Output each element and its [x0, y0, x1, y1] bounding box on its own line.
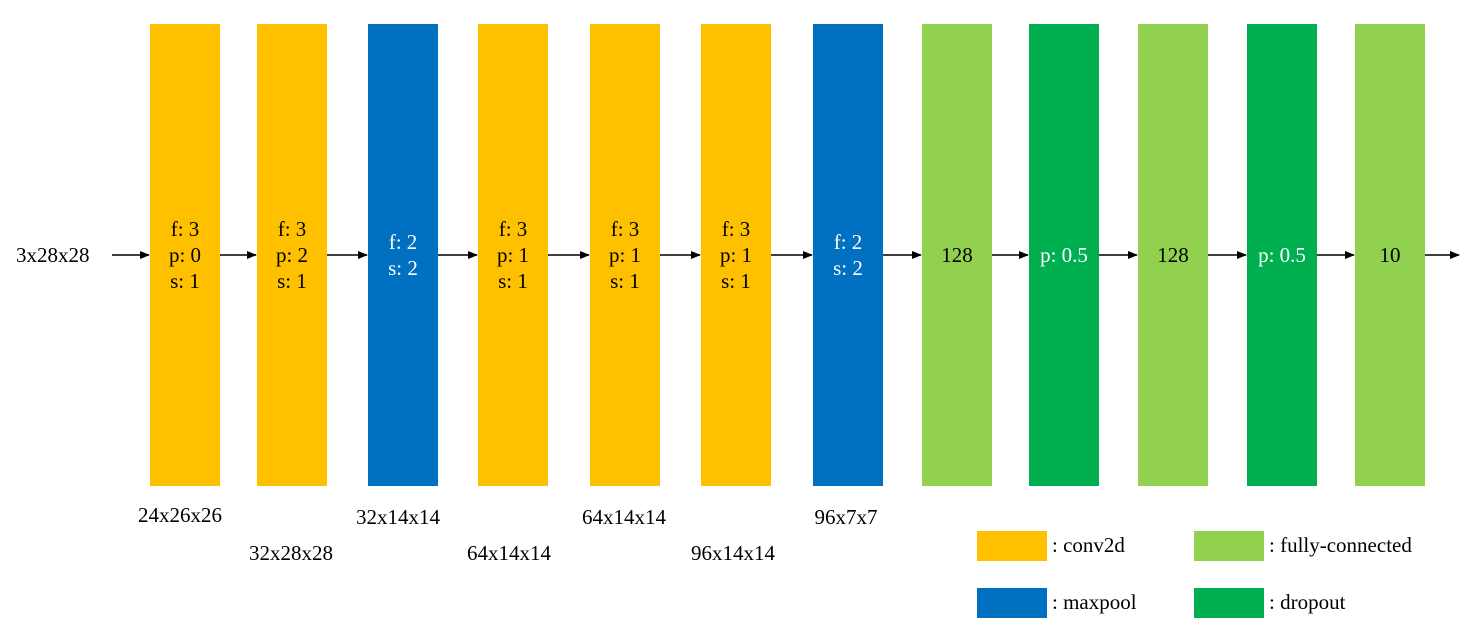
layer-fc-12: 10 [1355, 24, 1425, 486]
output-shape-label: 96x7x7 [814, 505, 878, 529]
layer-param: s: 1 [170, 269, 200, 293]
layer-param: s: 1 [610, 269, 640, 293]
legend-swatch-fc [1194, 531, 1264, 561]
layer-param: p: 1 [496, 243, 530, 267]
layer-param: s: 1 [277, 269, 307, 293]
input-shape-label: 3x28x28 [16, 243, 90, 267]
layer-param: 10 [1379, 243, 1401, 267]
layer-conv2d-6: f: 3 p: 1 s: 1 [701, 24, 771, 486]
layer-param: s: 1 [498, 269, 528, 293]
layer-param: f: 3 [721, 217, 751, 241]
layer-param: 128 [941, 243, 973, 267]
output-shape-label: 32x28x28 [249, 541, 333, 565]
layer-conv2d-5: f: 3 p: 1 s: 1 [590, 24, 660, 486]
layer-param: p: 0.5 [1040, 243, 1088, 267]
layer-param: p: 2 [275, 243, 309, 267]
layer-param: f: 2 [388, 230, 418, 254]
output-shape-label: 32x14x14 [356, 505, 440, 529]
layer-param: 128 [1157, 243, 1189, 267]
layer-param: p: 1 [719, 243, 753, 267]
layer-param: p: 1 [608, 243, 642, 267]
legend-swatch-conv2d [977, 531, 1047, 561]
layer-param: p: 0.5 [1258, 243, 1306, 267]
layer-conv2d-4: f: 3 p: 1 s: 1 [478, 24, 548, 486]
output-shape-label: 96x14x14 [691, 541, 775, 565]
layer-maxpool-7: f: 2 s: 2 [813, 24, 883, 486]
legend-swatch-maxpool [977, 588, 1047, 618]
legend-label-dropout: : dropout [1269, 590, 1346, 614]
layer-param: s: 1 [721, 269, 751, 293]
layer-param: p: 0 [168, 243, 202, 267]
output-shape-label: 64x14x14 [582, 505, 666, 529]
legend-label-conv2d: : conv2d [1052, 533, 1125, 557]
layer-dropout-9: p: 0.5 [1029, 24, 1099, 486]
layer-param: f: 3 [498, 217, 528, 241]
legend-label-maxpool: : maxpool [1052, 590, 1137, 614]
layer-fc-10: 128 [1138, 24, 1208, 486]
layer-conv2d-2: f: 3 p: 2 s: 1 [257, 24, 327, 486]
layer-param: f: 2 [833, 230, 863, 254]
output-shape-label: 64x14x14 [467, 541, 551, 565]
layer-maxpool-3: f: 2 s: 2 [368, 24, 438, 486]
layer-param: s: 2 [388, 256, 418, 280]
layer-param: f: 3 [610, 217, 640, 241]
output-shape-label: 24x26x26 [138, 503, 222, 527]
layer-fc-8: 128 [922, 24, 992, 486]
layer-conv2d-1: f: 3 p: 0 s: 1 [150, 24, 220, 486]
layer-dropout-11: p: 0.5 [1247, 24, 1317, 486]
layer-param: s: 2 [833, 256, 863, 280]
legend-swatch-dropout [1194, 588, 1264, 618]
layer-param: f: 3 [170, 217, 200, 241]
layer-param: f: 3 [277, 217, 307, 241]
legend-label-fc: : fully-connected [1269, 533, 1412, 557]
